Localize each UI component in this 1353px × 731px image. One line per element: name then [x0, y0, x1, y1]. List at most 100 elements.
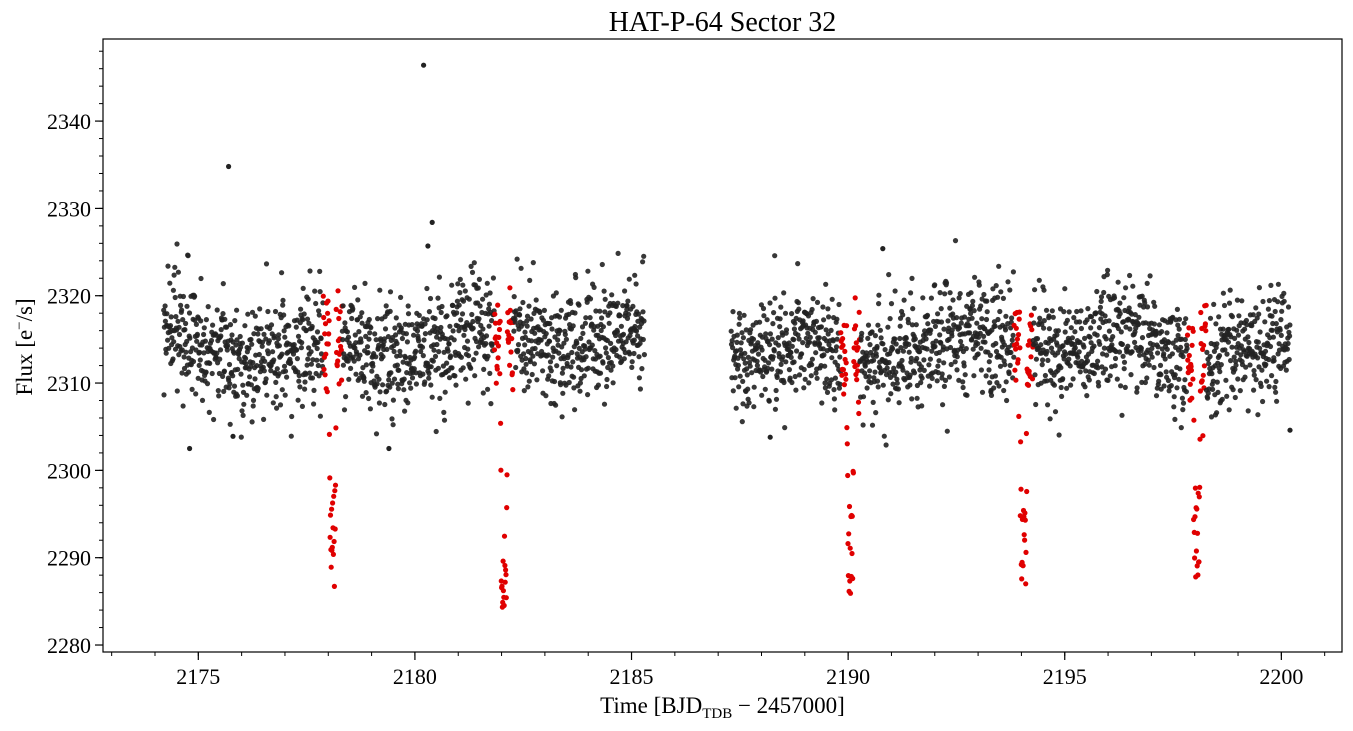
flux-point: [380, 382, 386, 388]
flux-point: [162, 318, 168, 324]
flux-point: [525, 384, 531, 390]
flux-point: [1098, 298, 1104, 304]
flux-point: [282, 368, 289, 374]
flux-point: [974, 320, 980, 326]
flux-point: [924, 312, 931, 318]
flux-point: [946, 374, 953, 380]
flux-point: [1045, 357, 1051, 363]
flux-point: [282, 334, 288, 340]
flux-point: [389, 380, 395, 386]
transit-point: [338, 347, 344, 353]
flux-point: [592, 348, 598, 354]
flux-point: [235, 366, 241, 372]
flux-point: [1009, 315, 1015, 321]
flux-point: [805, 330, 811, 336]
flux-point: [1254, 315, 1260, 321]
flux-point: [1281, 298, 1287, 304]
flux-point: [983, 373, 989, 379]
flux-point: [830, 338, 836, 344]
flux-point: [1098, 294, 1105, 300]
flux-point: [1119, 412, 1125, 418]
flux-point: [295, 333, 302, 339]
flux-point: [954, 315, 960, 321]
transit-point: [322, 372, 328, 378]
flux-point: [623, 339, 629, 345]
flux-point: [384, 388, 390, 394]
transit-point: [332, 488, 338, 494]
transit-point: [499, 583, 505, 589]
flux-point: [915, 344, 922, 350]
flux-point: [189, 386, 195, 392]
flux-point: [869, 422, 876, 428]
flux-point: [436, 274, 442, 280]
flux-point: [426, 309, 432, 315]
flux-point: [877, 327, 884, 333]
flux-point: [391, 348, 397, 355]
flux-point: [960, 384, 966, 391]
flux-point: [1046, 326, 1052, 332]
flux-point: [828, 327, 834, 333]
flux-point: [880, 382, 886, 388]
flux-point: [1096, 325, 1102, 331]
flux-point: [227, 381, 233, 387]
flux-point: [307, 370, 313, 376]
flux-point: [551, 378, 558, 385]
flux-point: [986, 359, 992, 365]
flux-point: [818, 324, 825, 330]
flux-point: [257, 306, 263, 312]
flux-point: [751, 384, 757, 390]
flux-point: [570, 359, 576, 365]
flux-point: [1103, 336, 1109, 342]
flux-point: [1063, 351, 1069, 357]
transit-point: [327, 512, 334, 518]
flux-point: [240, 412, 246, 418]
flux-point: [806, 380, 812, 386]
flux-point: [256, 351, 262, 358]
flux-point: [629, 364, 635, 370]
flux-point: [991, 385, 997, 391]
flux-point: [252, 376, 258, 382]
flux-point: [387, 384, 393, 390]
flux-point: [1142, 379, 1148, 386]
flux-point: [194, 331, 200, 337]
flux-point: [162, 303, 168, 309]
flux-point: [1041, 325, 1047, 331]
flux-point: [465, 400, 471, 406]
flux-point: [1285, 340, 1291, 347]
flux-point: [767, 331, 774, 337]
flux-point: [637, 340, 643, 346]
transit-point: [492, 311, 498, 317]
flux-point: [1155, 350, 1161, 356]
flux-point: [531, 361, 538, 367]
flux-point: [875, 384, 881, 390]
flux-point: [1111, 295, 1118, 301]
flux-point: [978, 367, 985, 373]
flux-point: [1091, 319, 1097, 325]
flux-point: [243, 355, 249, 362]
flux-point: [1066, 356, 1072, 362]
flux-point: [796, 372, 803, 378]
flux-point: [397, 348, 403, 354]
flux-point: [1083, 368, 1089, 374]
flux-point: [1164, 346, 1170, 352]
y-tick-label: 2340: [47, 109, 91, 134]
flux-point: [885, 397, 891, 403]
flux-point: [1034, 336, 1041, 342]
flux-point: [1166, 339, 1172, 346]
flux-point: [241, 401, 247, 407]
flux-point: [574, 340, 580, 346]
flux-point: [390, 422, 396, 428]
flux-point: [1269, 373, 1275, 379]
flux-point: [352, 332, 358, 338]
transit-point: [495, 355, 501, 361]
flux-point: [1145, 357, 1151, 363]
flux-point: [1184, 345, 1190, 352]
transit-point: [1196, 494, 1202, 500]
flux-point: [864, 385, 870, 391]
flux-point: [197, 349, 203, 355]
flux-point: [414, 328, 421, 334]
flux-point: [997, 363, 1004, 369]
flux-point: [620, 331, 627, 337]
flux-point: [396, 367, 402, 373]
flux-point: [183, 320, 189, 327]
